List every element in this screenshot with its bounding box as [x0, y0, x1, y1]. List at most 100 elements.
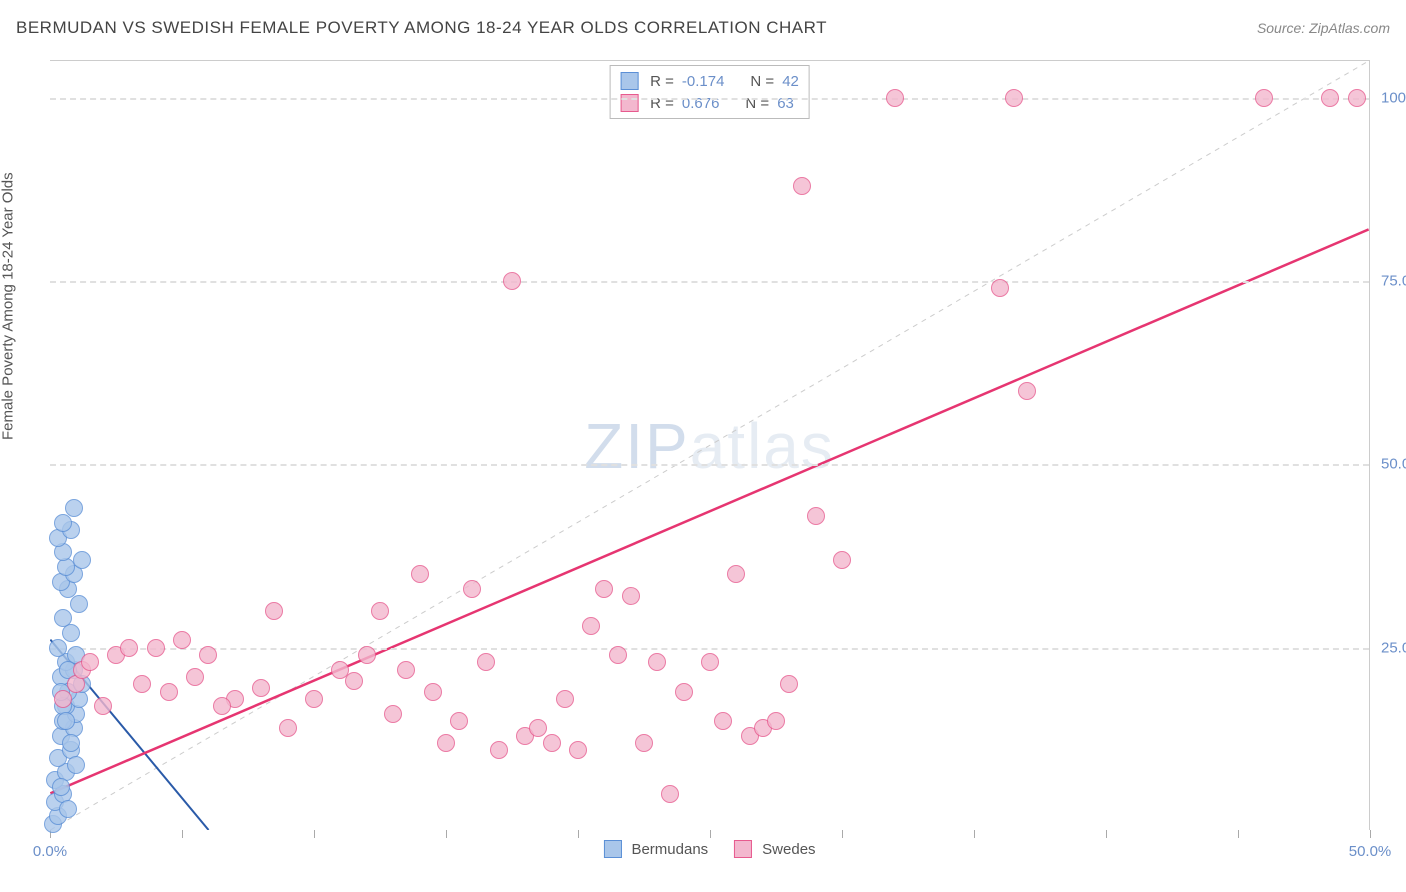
y-tick-label: 100.0%: [1381, 89, 1406, 106]
scatter-point: [67, 756, 85, 774]
gridline: [50, 281, 1369, 283]
scatter-point: [463, 580, 481, 598]
scatter-point: [59, 800, 77, 818]
scatter-point: [780, 675, 798, 693]
scatter-point: [556, 690, 574, 708]
plot-area: ZIPatlas R =-0.174N =42R =0.676N =63 Ber…: [50, 60, 1370, 830]
scatter-point: [661, 785, 679, 803]
gridline: [50, 98, 1369, 100]
scatter-point: [62, 734, 80, 752]
y-tick-label: 75.0%: [1381, 273, 1406, 290]
stats-row: R =-0.174N =42: [620, 70, 799, 92]
y-axis-label: Female Poverty Among 18-24 Year Olds: [0, 172, 17, 440]
stat-n-value: 42: [782, 73, 799, 90]
scatter-point: [1005, 89, 1023, 107]
x-tick: [1238, 830, 1239, 838]
watermark-bold: ZIP: [584, 410, 690, 482]
x-tick: [314, 830, 315, 838]
scatter-point: [252, 679, 270, 697]
scatter-point: [648, 653, 666, 671]
x-tick: [182, 830, 183, 838]
x-tick: [578, 830, 579, 838]
scatter-point: [1255, 89, 1273, 107]
scatter-point: [490, 741, 508, 759]
scatter-point: [437, 734, 455, 752]
scatter-point: [793, 177, 811, 195]
legend-item: Swedes: [734, 840, 815, 858]
scatter-point: [595, 580, 613, 598]
scatter-point: [543, 734, 561, 752]
scatter-point: [160, 683, 178, 701]
scatter-point: [886, 89, 904, 107]
scatter-point: [305, 690, 323, 708]
scatter-point: [173, 631, 191, 649]
swatch-icon: [603, 840, 621, 858]
gridline: [50, 464, 1369, 466]
trendline-layer: [50, 61, 1369, 830]
scatter-point: [424, 683, 442, 701]
x-tick: [974, 830, 975, 838]
scatter-point: [345, 672, 363, 690]
scatter-point: [714, 712, 732, 730]
scatter-point: [133, 675, 151, 693]
scatter-point: [52, 778, 70, 796]
stat-r-label: R =: [650, 73, 674, 90]
scatter-point: [199, 646, 217, 664]
scatter-point: [675, 683, 693, 701]
scatter-point: [1348, 89, 1366, 107]
scatter-point: [503, 272, 521, 290]
scatter-point: [833, 551, 851, 569]
x-tick: [1106, 830, 1107, 838]
scatter-point: [265, 602, 283, 620]
scatter-point: [384, 705, 402, 723]
scatter-point: [635, 734, 653, 752]
scatter-point: [397, 661, 415, 679]
series-legend: Bermudans Swedes: [603, 840, 815, 858]
chart-title: BERMUDAN VS SWEDISH FEMALE POVERTY AMONG…: [16, 18, 827, 38]
scatter-point: [147, 639, 165, 657]
scatter-point: [279, 719, 297, 737]
scatter-point: [49, 639, 67, 657]
scatter-point: [1321, 89, 1339, 107]
scatter-point: [582, 617, 600, 635]
scatter-point: [94, 697, 112, 715]
scatter-point: [213, 697, 231, 715]
scatter-point: [701, 653, 719, 671]
scatter-point: [57, 712, 75, 730]
stat-r-value: -0.174: [682, 73, 725, 90]
scatter-point: [727, 565, 745, 583]
x-tick: [1370, 830, 1371, 838]
scatter-point: [450, 712, 468, 730]
gridline: [50, 648, 1369, 650]
x-tick-label: 50.0%: [1349, 843, 1392, 860]
scatter-point: [991, 279, 1009, 297]
x-tick: [710, 830, 711, 838]
scatter-point: [54, 690, 72, 708]
y-tick-label: 25.0%: [1381, 639, 1406, 656]
scatter-point: [65, 499, 83, 517]
scatter-point: [569, 741, 587, 759]
scatter-point: [477, 653, 495, 671]
scatter-point: [186, 668, 204, 686]
scatter-point: [1018, 382, 1036, 400]
scatter-point: [622, 587, 640, 605]
source-attribution: Source: ZipAtlas.com: [1257, 20, 1390, 36]
swatch-icon: [620, 72, 638, 90]
scatter-point: [807, 507, 825, 525]
x-tick: [842, 830, 843, 838]
legend-label: Bermudans: [631, 841, 708, 858]
scatter-point: [609, 646, 627, 664]
swatch-icon: [734, 840, 752, 858]
scatter-point: [529, 719, 547, 737]
scatter-point: [767, 712, 785, 730]
x-tick-label: 0.0%: [33, 843, 67, 860]
stats-row: R =0.676N =63: [620, 92, 799, 114]
scatter-point: [81, 653, 99, 671]
watermark-light: atlas: [690, 410, 835, 482]
scatter-point: [73, 551, 91, 569]
scatter-point: [54, 609, 72, 627]
legend-label: Swedes: [762, 841, 815, 858]
legend-item: Bermudans: [603, 840, 708, 858]
scatter-point: [411, 565, 429, 583]
x-tick: [446, 830, 447, 838]
